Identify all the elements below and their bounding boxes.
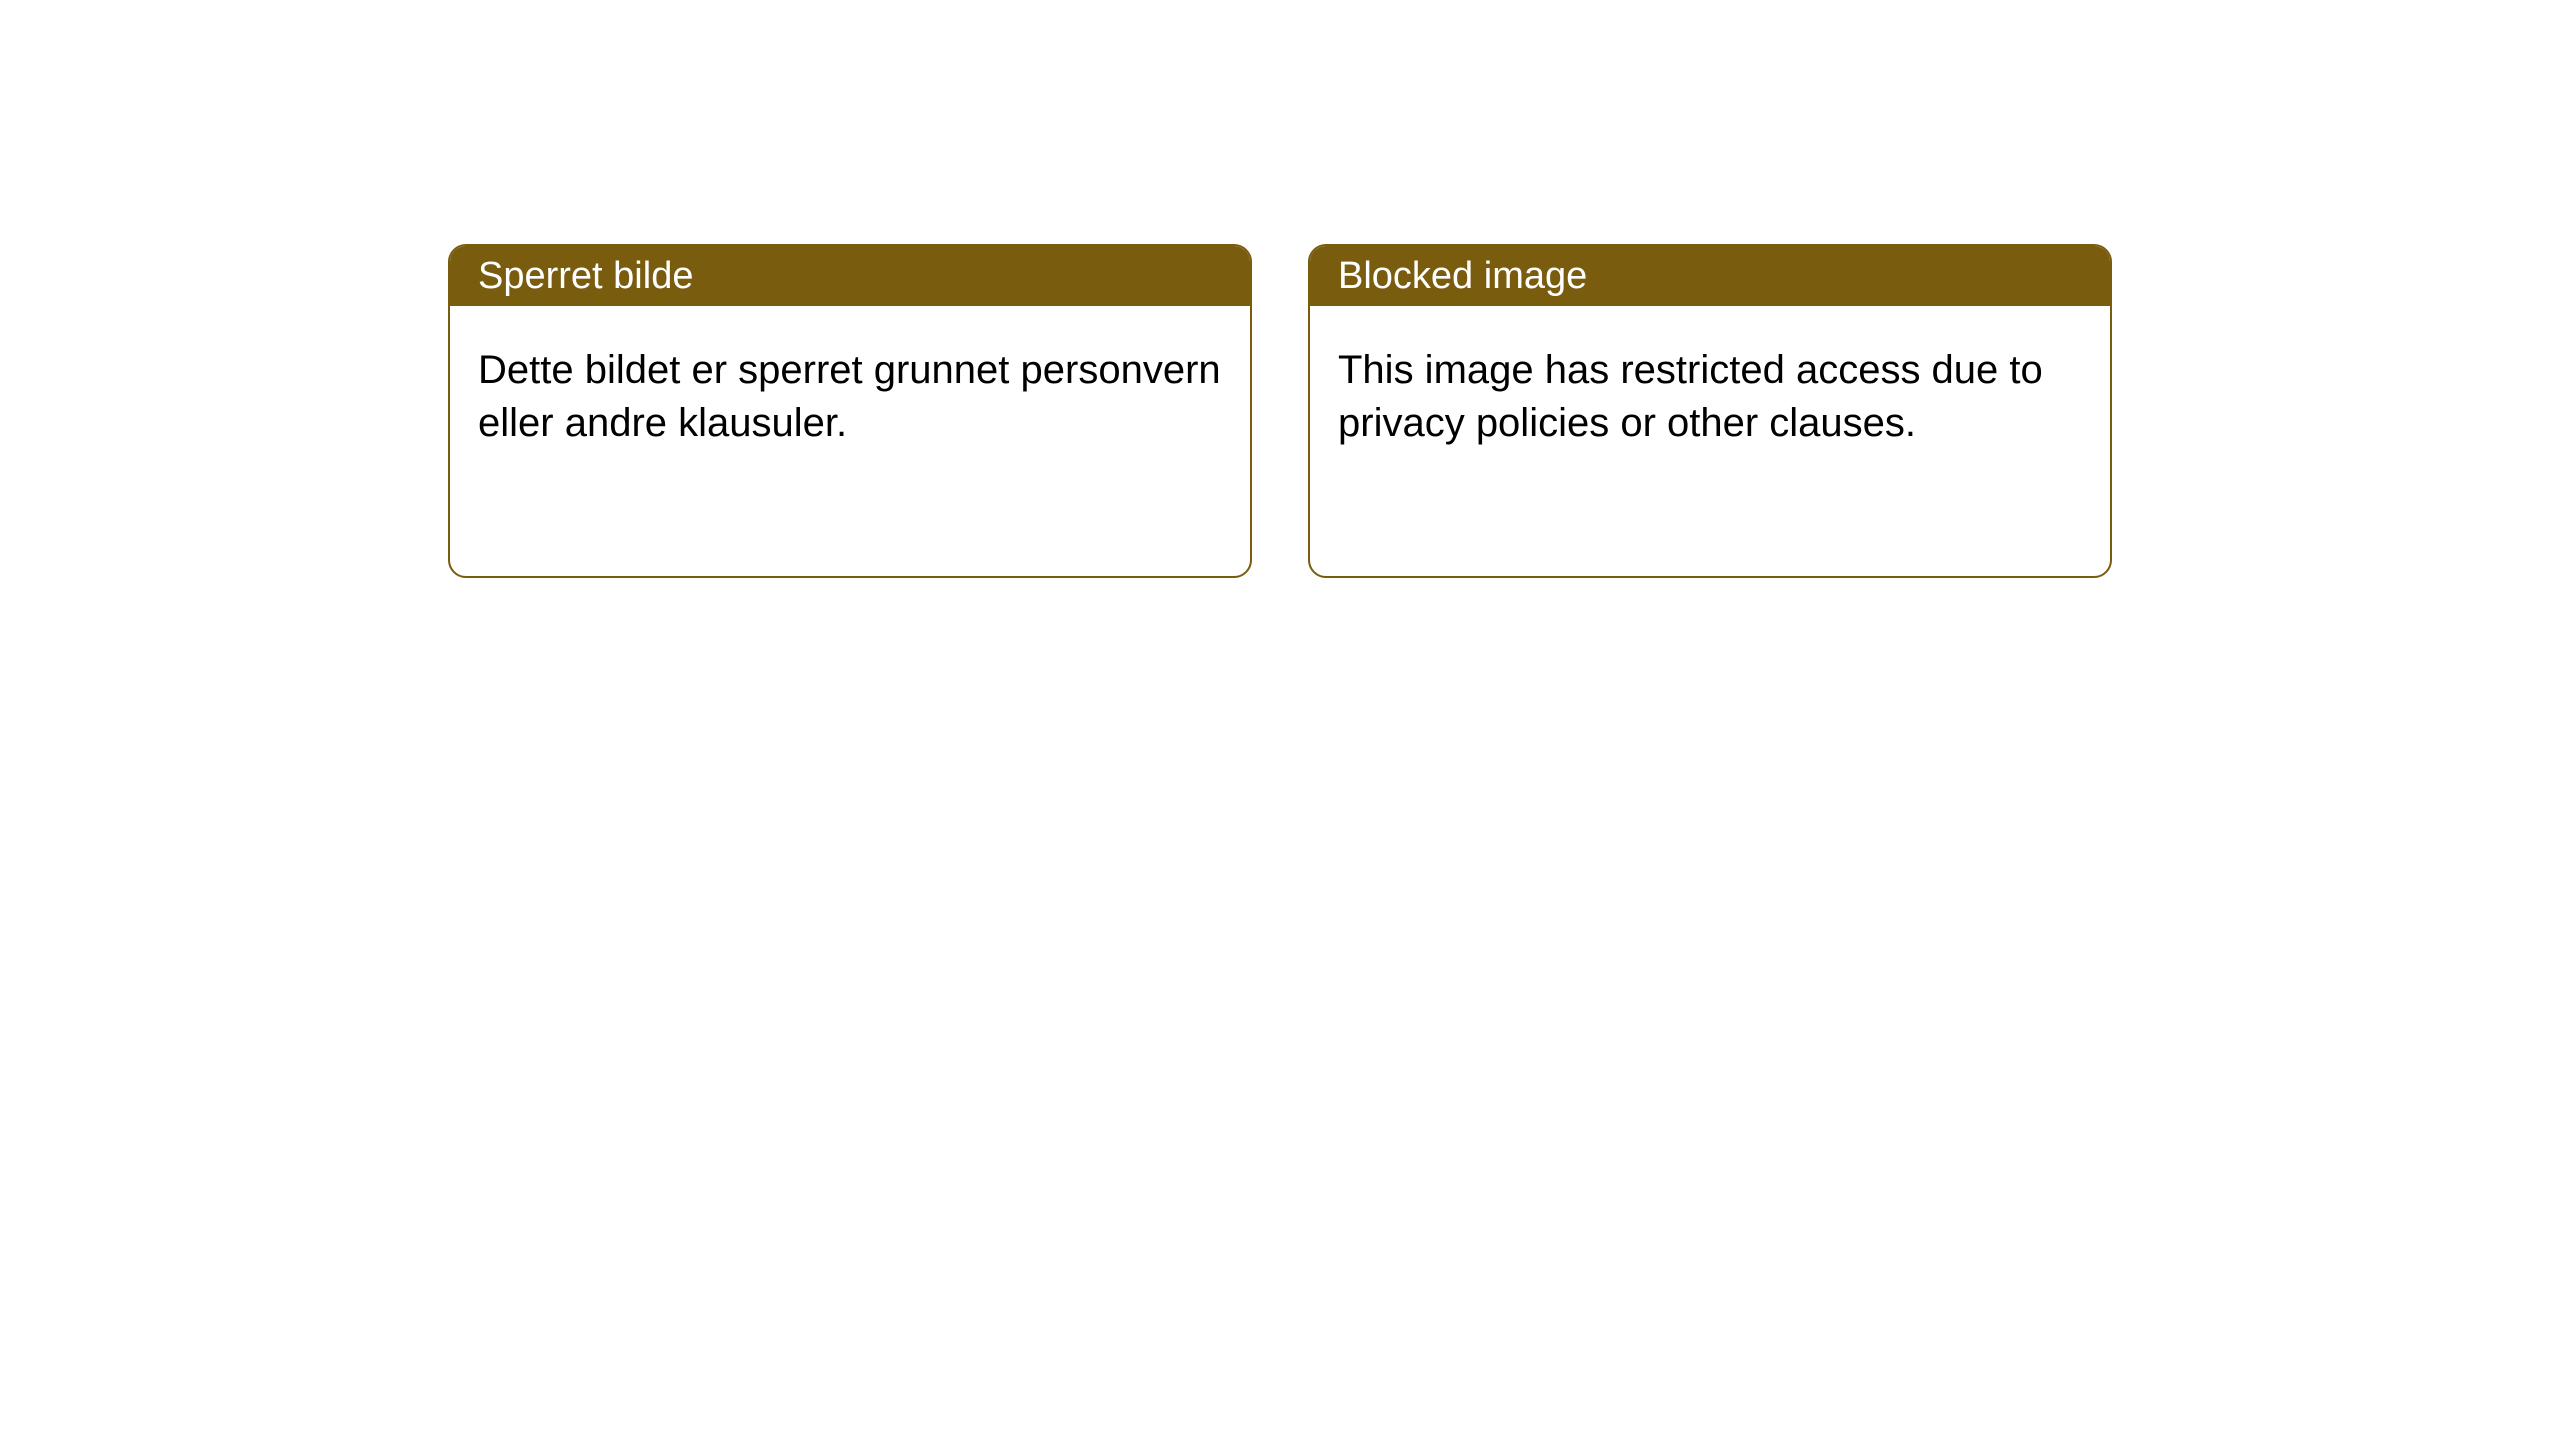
notice-card-norwegian: Sperret bilde Dette bildet er sperret gr…	[448, 244, 1252, 578]
card-text: Dette bildet er sperret grunnet personve…	[478, 344, 1222, 450]
card-title: Sperret bilde	[478, 255, 693, 298]
card-text: This image has restricted access due to …	[1338, 344, 2082, 450]
card-title: Blocked image	[1338, 255, 1587, 298]
notice-cards-container: Sperret bilde Dette bildet er sperret gr…	[0, 0, 2560, 578]
notice-card-english: Blocked image This image has restricted …	[1308, 244, 2112, 578]
card-header: Blocked image	[1310, 246, 2110, 306]
card-body: This image has restricted access due to …	[1310, 306, 2110, 488]
card-body: Dette bildet er sperret grunnet personve…	[450, 306, 1250, 488]
card-header: Sperret bilde	[450, 246, 1250, 306]
